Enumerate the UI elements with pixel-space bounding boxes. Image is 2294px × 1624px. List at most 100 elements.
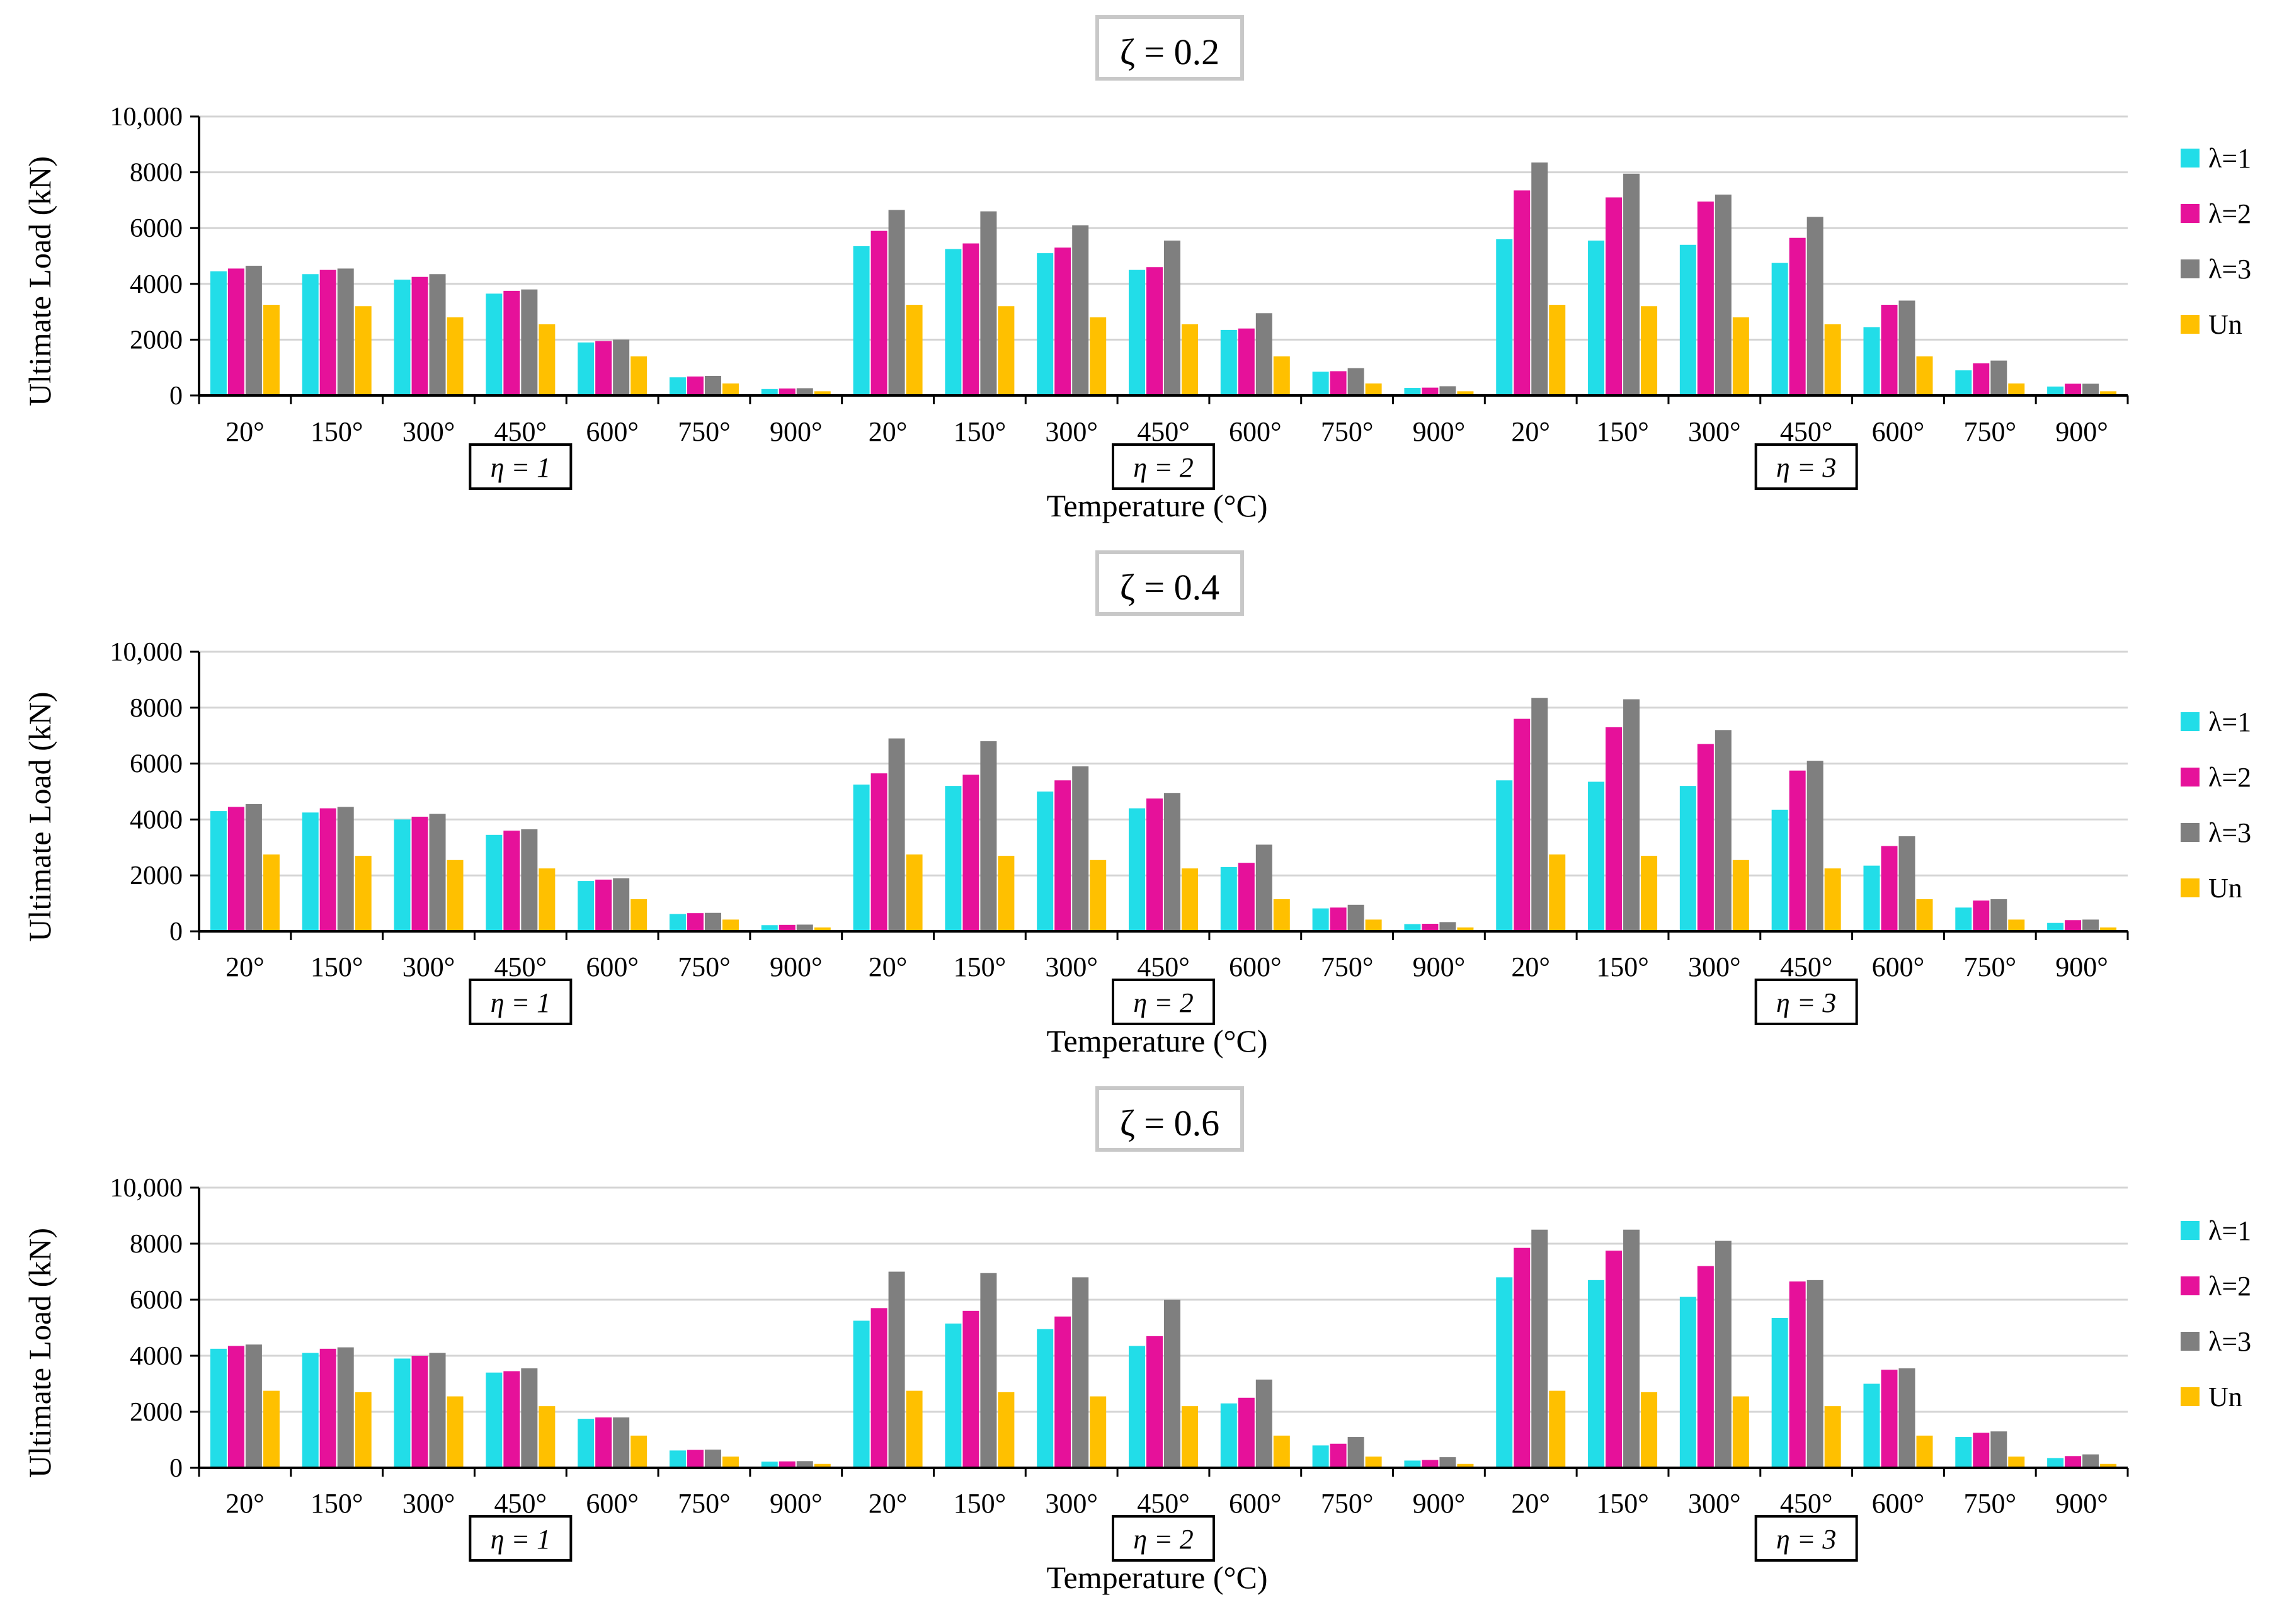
bar-2-6 [687,376,704,395]
bar-3-19 [1898,1368,1915,1468]
group-label-box [1112,979,1215,1025]
bar-Un-8 [906,305,923,395]
bar-1-15 [1496,780,1513,931]
x-axis-title: Temperature (°C) [1046,1560,1267,1595]
group-label-1: η = 1 [491,452,551,483]
bar-Un-10 [1090,860,1107,931]
x-tick-label: 300° [1688,416,1741,447]
bar-Un-10 [1090,317,1107,395]
group-label-1: η = 1 [491,1524,551,1555]
x-tick-label: 150° [954,416,1007,447]
bar-2-21 [2065,1456,2082,1468]
bar-2-3 [411,816,428,931]
bar-1-14 [1404,388,1421,395]
bar-Un-13 [1365,383,1382,395]
bar-1-7 [761,1462,778,1468]
bar-3-18 [1806,1280,1823,1468]
bar-1-16 [1588,1280,1605,1468]
bar-1-3 [394,819,411,931]
x-tick-label: 300° [1688,1488,1741,1519]
bar-Un-2 [355,306,372,395]
chart-panel-1: ζ = 0.2 0 2000 4000 6000 8000 10,000 20° 150° 300… [22,15,2251,523]
x-tick-label: 450° [494,416,547,447]
legend-label-3: λ=3 [2208,254,2251,285]
x-tick-label: 900° [770,951,823,982]
bar-1-6 [669,1450,686,1468]
bar-1-18 [1771,1317,1788,1468]
bar-3-15 [1531,1229,1548,1468]
bar-3-5 [613,878,630,931]
y-tick-label: 6000 [130,1286,183,1315]
bar-Un-17 [1732,860,1749,931]
legend-label-1: λ=1 [2208,707,2251,737]
bar-1-2 [302,812,319,931]
bar-1-10 [1037,792,1054,931]
bar-3-17 [1715,1241,1732,1468]
bar-Un-6 [722,383,739,395]
bar-Un-19 [1916,899,1933,931]
bar-Un-1 [263,305,280,395]
y-tick-label: 4000 [130,1342,183,1371]
bar-2-20 [1973,900,1990,931]
bar-1-21 [2047,1458,2064,1468]
legend-label-2: λ=2 [2208,1271,2251,1302]
legend-swatch-1 [2181,149,2200,168]
group-label-3: η = 3 [1776,987,1837,1018]
chart-panel-3: ζ = 0.6 0 2000 4000 6000 8000 10,000 20° 150° 300… [22,1086,2251,1595]
bar-1-6 [669,914,686,931]
bar-3-21 [2082,383,2099,395]
x-tick-label: 20° [225,416,265,447]
bar-Un-10 [1090,1396,1107,1468]
bar-3-7 [796,924,813,931]
group-label-box [469,979,573,1025]
legend-swatch-3 [2181,259,2200,278]
x-tick-label: 300° [1045,1488,1098,1519]
group-label-box [469,443,573,490]
bar-Un-11 [1182,324,1198,395]
bar-2-16 [1606,197,1623,395]
bar-Un-2 [355,1392,372,1468]
bar-2-3 [411,276,428,395]
bar-Un-7 [814,391,831,395]
bar-1-12 [1220,1403,1237,1468]
bar-3-20 [1990,360,2007,395]
legend-label-4: Un [2208,309,2242,340]
bar-1-15 [1496,1277,1513,1468]
chart-title: ζ = 0.6 [1120,1103,1219,1144]
bar-3-6 [704,375,721,395]
y-tick-label: 0 [169,382,183,411]
x-tick-label: 900° [770,1488,823,1519]
bar-3-14 [1439,386,1456,395]
bar-Un-3 [447,860,464,931]
chart-title-box [1095,15,1244,81]
x-tick-label: 900° [770,416,823,447]
bar-3-4 [521,289,538,395]
bar-Un-14 [1457,927,1474,931]
y-tick-label: 10,000 [110,638,183,667]
chart-title: ζ = 0.4 [1120,567,1219,608]
bar-1-3 [394,280,411,395]
bar-1-6 [669,377,686,395]
bar-1-7 [761,925,778,931]
bar-2-9 [962,1310,979,1468]
x-tick-label: 300° [402,1488,455,1519]
y-tick-label: 10,000 [110,103,183,132]
bar-1-16 [1588,781,1605,931]
bar-Un-7 [814,1463,831,1468]
x-tick-label: 450° [1137,416,1190,447]
x-tick-label: 20° [225,1488,265,1519]
bar-1-5 [578,881,595,931]
x-tick-label: 20° [869,1488,908,1519]
bar-2-14 [1422,924,1439,931]
bar-2-6 [687,1450,704,1468]
bar-3-11 [1164,1300,1180,1468]
x-tick-label: 600° [1229,1488,1282,1519]
bar-2-3 [411,1356,428,1468]
bar-2-19 [1881,1370,1898,1468]
bar-1-21 [2047,923,2064,931]
x-tick-label: 750° [1321,951,1374,982]
bar-3-3 [429,1353,446,1468]
x-tick-label: 750° [1321,416,1374,447]
bar-2-20 [1973,363,1990,395]
bar-2-7 [779,924,796,931]
